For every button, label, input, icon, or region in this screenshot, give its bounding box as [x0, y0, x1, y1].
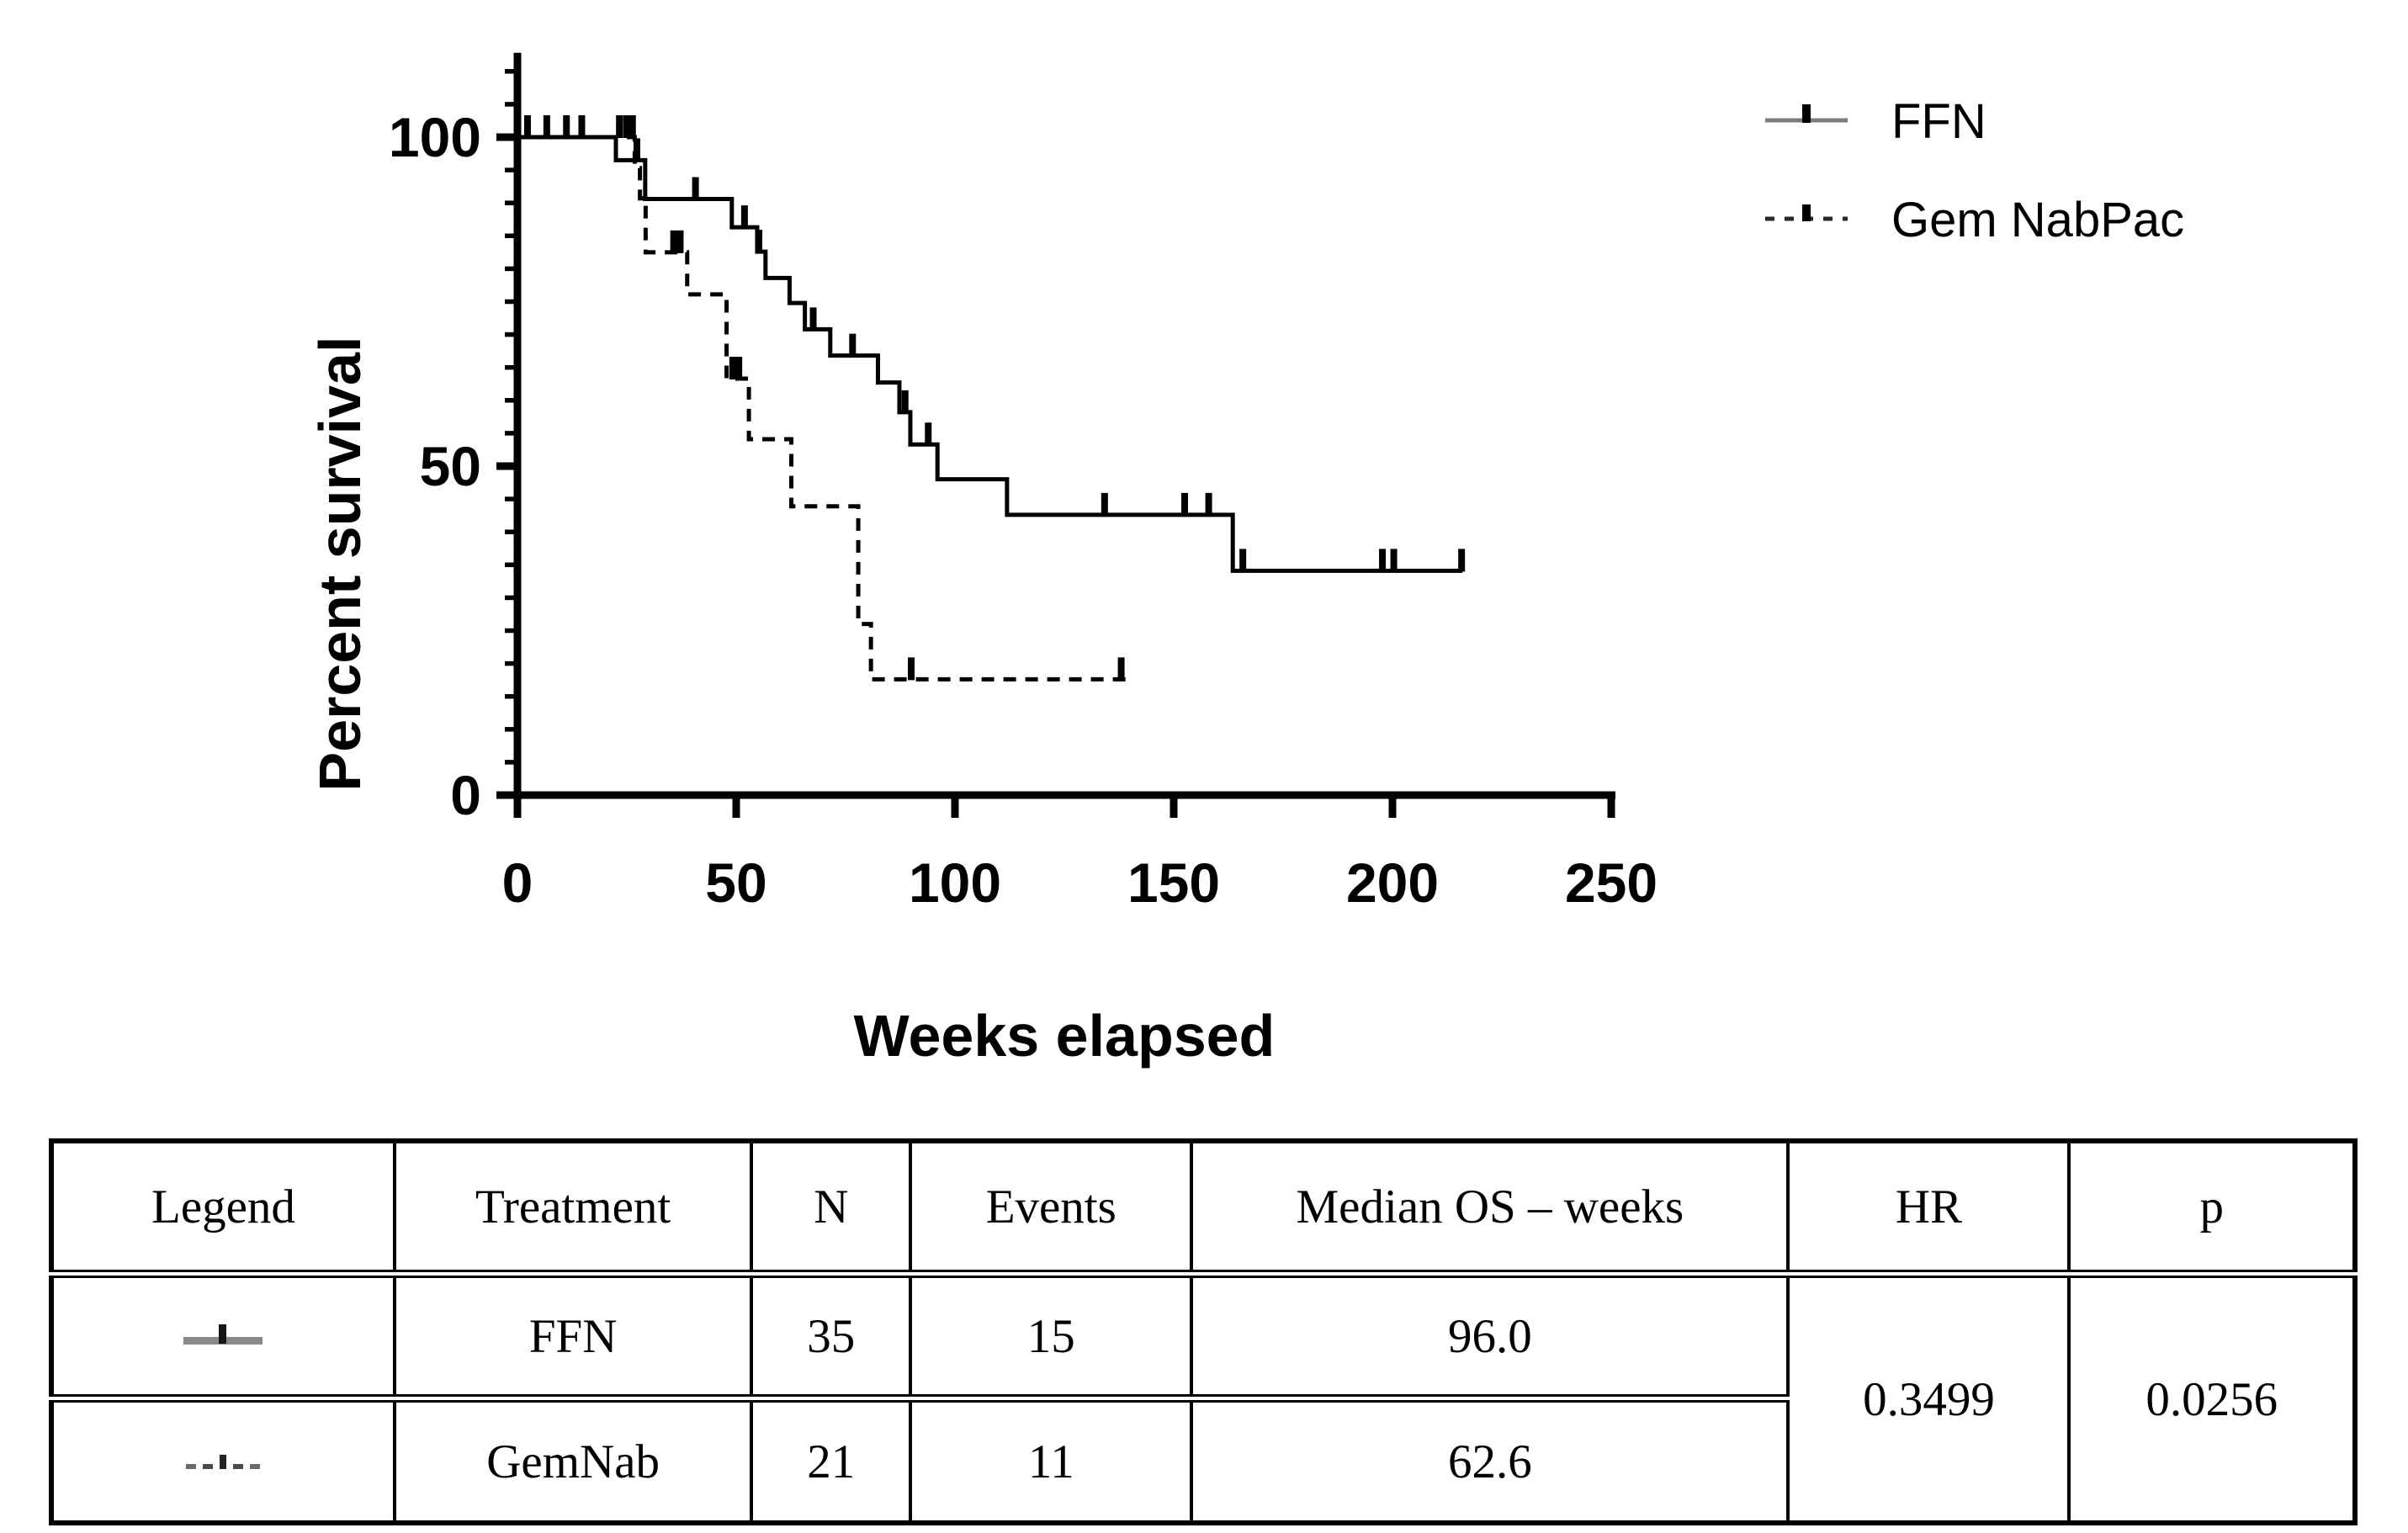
- y-tick-label-0: 0: [450, 764, 481, 826]
- ffn-legend-swatch-cell: [50, 1272, 396, 1403]
- header-hr: HR: [1786, 1139, 2071, 1278]
- x-tick-label-50: 50: [705, 851, 766, 914]
- hr-value-cell: 0.3499: [1786, 1272, 2071, 1525]
- gemnab-dashed-line-swatch-icon: [54, 1454, 393, 1469]
- survival-curves-layer: [517, 115, 1466, 682]
- p-value-cell: 0.0256: [2067, 1272, 2357, 1525]
- header-treatment: Treatment: [392, 1139, 754, 1278]
- survival-curve-ffn: [517, 135, 1463, 573]
- legend-label-ffn: FFN: [1891, 94, 1986, 149]
- legend-label-gemnabpac: Gem NabPac: [1891, 193, 2184, 247]
- y-axis-title: Percent survival: [307, 337, 373, 792]
- x-tick-label-250: 250: [1565, 851, 1657, 914]
- chart-legend: FFN Gem NabPac: [1765, 94, 2184, 247]
- ffn-median-os-cell: 96.0: [1190, 1272, 1790, 1403]
- gemnab-n-cell: 21: [750, 1397, 913, 1525]
- ffn-solid-line-swatch-icon: [183, 1323, 263, 1345]
- header-p: p: [2067, 1139, 2357, 1278]
- gemnab-median-os-cell: 62.6: [1190, 1397, 1790, 1525]
- header-median-os: Median OS – weeks: [1190, 1139, 1790, 1278]
- kaplan-meier-survival-chart: Percent survival Weeks elapsed 0 50 100 0 50…: [307, 52, 2184, 1069]
- x-tick-label-100: 100: [909, 851, 1001, 914]
- gemnab-events-cell: 11: [909, 1397, 1194, 1525]
- ffn-treatment-cell: FFN: [392, 1272, 754, 1403]
- censor-tick-icon: [219, 1323, 227, 1344]
- header-events: Events: [909, 1139, 1194, 1278]
- ffn-events-cell: 15: [909, 1272, 1194, 1403]
- ffn-n-cell: 35: [750, 1272, 913, 1403]
- x-tick-label-150: 150: [1127, 851, 1220, 914]
- table-row-ffn: FFN 35 15 96.0 0.3499 0.0256: [50, 1272, 2357, 1525]
- gemnab-legend-swatch-cell: [50, 1397, 396, 1525]
- table-row-gemnab: GemNab 21 11 62.6: [50, 1397, 2355, 1525]
- survival-curve-gem-nabpac: [517, 135, 1126, 682]
- censor-tick-icon: [220, 1455, 227, 1469]
- header-legend: Legend: [50, 1139, 396, 1278]
- gemnab-treatment-cell: GemNab: [392, 1397, 754, 1525]
- y-tick-label-100: 100: [389, 106, 481, 168]
- x-tick-label-0: 0: [502, 851, 533, 914]
- x-axis-title: Weeks elapsed: [854, 1003, 1276, 1069]
- axes-layer: 0 50 100 0 50 100 150 200 250: [389, 52, 1657, 914]
- y-tick-label-50: 50: [420, 435, 481, 497]
- x-tick-label-200: 200: [1346, 851, 1439, 914]
- header-n: N: [750, 1139, 913, 1278]
- table-header-row: Legend Treatment N Events Median OS – we…: [50, 1139, 2357, 1278]
- survival-summary-table: Legend Treatment N Events Median OS – we…: [49, 1138, 2358, 1525]
